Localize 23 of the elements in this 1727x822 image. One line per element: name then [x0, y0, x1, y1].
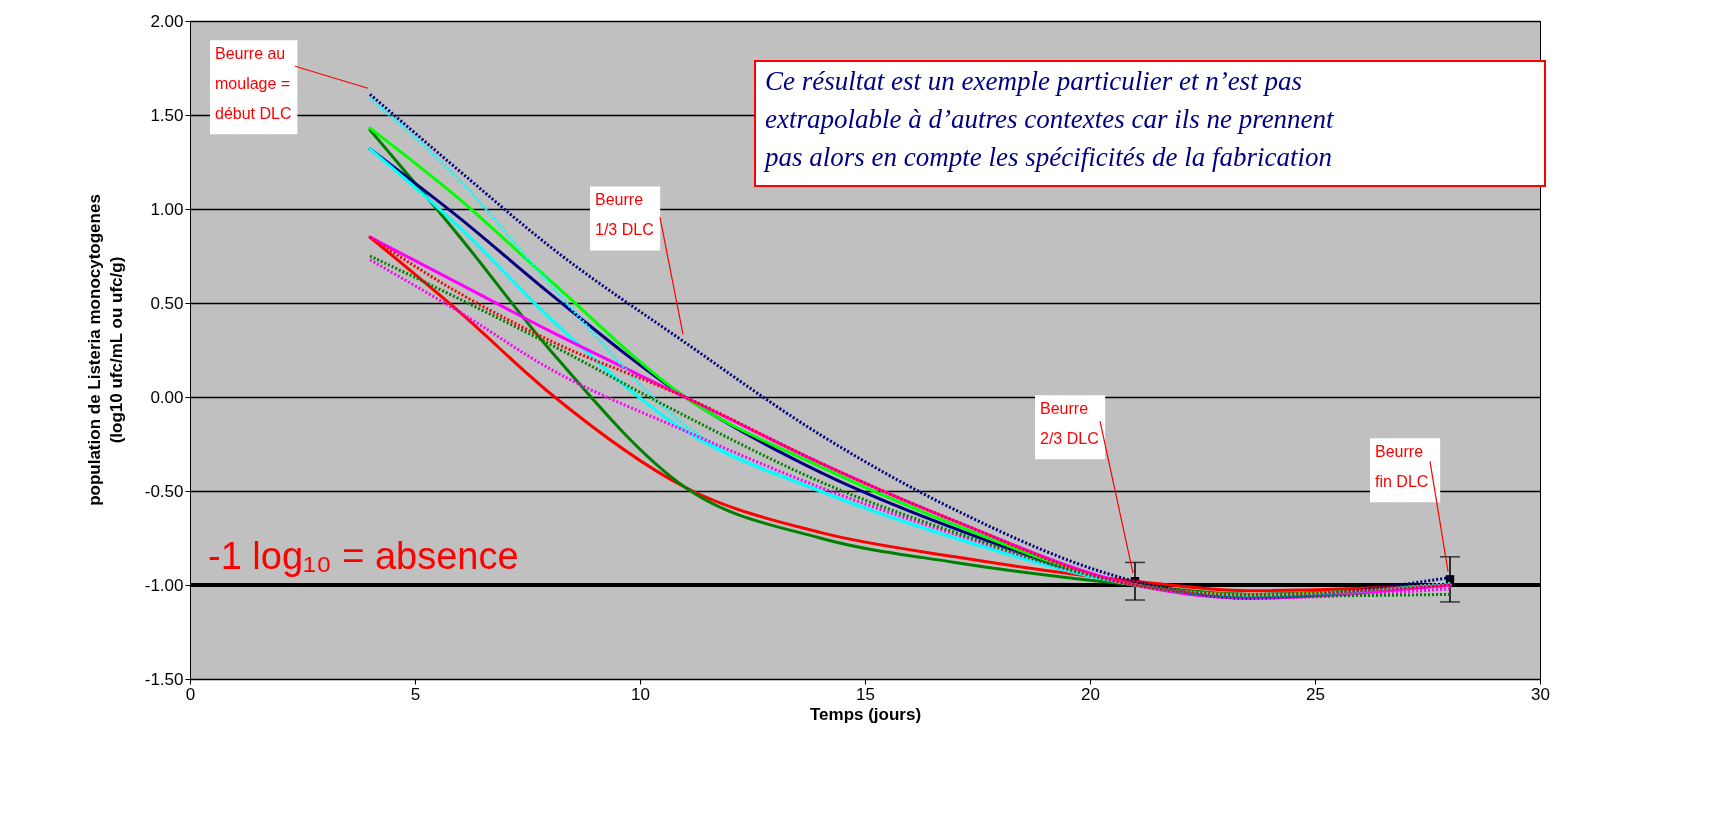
x-tick-label: 10 [631, 684, 650, 704]
y-axis-title: population de Listeria monocytogenes (log10 ufc/mL ou ufc/g) [85, 194, 126, 506]
x-tick-label: 5 [410, 684, 421, 704]
annotation: Beurre 2/3 DLC [1040, 400, 1099, 448]
y-tick-label: 2.00 [150, 11, 184, 31]
x-tick-label: 0 [185, 684, 196, 704]
y-tick-label: 1.00 [150, 199, 184, 219]
y-tick-label: 1.50 [150, 105, 184, 125]
x-tick-label: 30 [1531, 684, 1550, 704]
annotation: Beurre fin DLC [1375, 443, 1429, 491]
x-tick-label: 15 [856, 684, 875, 704]
y-tick-label: -1.00 [144, 575, 184, 595]
x-axis-title: Temps (jours) [809, 704, 922, 724]
annotation: Ce résultat est un exemple particulier et n’est pas extrapolable à d’autres contextes car ils ne prennent pas alors en compte les spécificités de la fabrication [763, 66, 1336, 172]
x-tick-label: 20 [1081, 684, 1100, 704]
y-tick-label: -1.50 [144, 669, 184, 689]
ref-line-label: -1 log₁₀ = absence [208, 535, 519, 577]
y-tick-label: 0.50 [150, 293, 184, 313]
y-tick-label: 0.00 [150, 387, 184, 407]
x-tick-label: 25 [1306, 684, 1325, 704]
annotation: Beurre 1/3 DLC [595, 191, 654, 239]
annotation: Beurre au moulage = début DLC [215, 45, 292, 123]
y-tick-label: -0.50 [144, 481, 184, 501]
